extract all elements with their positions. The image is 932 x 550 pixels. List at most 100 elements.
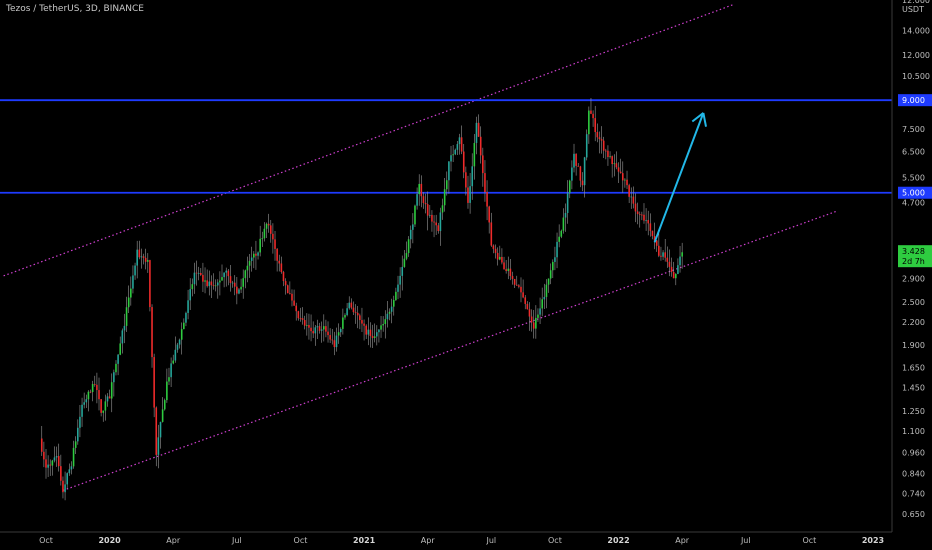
x-tick-label: Jul bbox=[485, 536, 496, 545]
candle-body bbox=[382, 324, 384, 326]
candle-body bbox=[666, 257, 669, 262]
candle-body bbox=[535, 317, 537, 329]
candle-body bbox=[541, 299, 543, 309]
chart-title: Tezos / TetherUS, 3D, BINANCE bbox=[6, 4, 144, 14]
candle-body bbox=[265, 223, 268, 229]
candle-body bbox=[64, 484, 66, 493]
candle-body bbox=[168, 377, 170, 382]
candle-body bbox=[342, 317, 344, 329]
candle-body bbox=[522, 292, 524, 298]
candle-body bbox=[261, 238, 264, 240]
candle-body bbox=[359, 315, 361, 321]
x-tick-label: Apr bbox=[675, 536, 690, 545]
y-tick-label: 1.650 bbox=[902, 363, 925, 372]
candle-body bbox=[166, 381, 168, 401]
candle-body bbox=[276, 248, 278, 261]
candle-body bbox=[125, 307, 128, 326]
y-tick-label: 1.900 bbox=[902, 341, 925, 350]
candle-body bbox=[153, 357, 155, 408]
candle-body bbox=[399, 275, 401, 285]
candle-body bbox=[356, 312, 359, 316]
candle-body bbox=[585, 134, 588, 158]
candle-body bbox=[414, 205, 416, 225]
candle-body bbox=[482, 155, 484, 174]
candle-body bbox=[488, 206, 490, 223]
channel-line-upper[interactable] bbox=[3, 4, 734, 277]
projection-arrow[interactable] bbox=[653, 112, 707, 243]
candle-body bbox=[441, 205, 444, 213]
candle-body bbox=[621, 173, 624, 181]
candle-body bbox=[113, 372, 115, 383]
candle-body bbox=[564, 212, 567, 218]
candle-body bbox=[579, 166, 582, 181]
candle-body bbox=[424, 202, 427, 205]
arrow-head[interactable] bbox=[691, 112, 704, 123]
candle-body bbox=[681, 252, 683, 257]
candle-body bbox=[81, 404, 83, 417]
candle-body bbox=[289, 293, 291, 295]
candle-body bbox=[318, 326, 321, 331]
candle-body bbox=[583, 157, 586, 186]
candle-body bbox=[142, 256, 145, 258]
candle-body bbox=[244, 270, 247, 279]
candle-body bbox=[412, 224, 414, 230]
arrow-shaft[interactable] bbox=[653, 112, 705, 243]
candle-body bbox=[91, 384, 94, 393]
candle-body bbox=[106, 396, 109, 402]
candle-body bbox=[174, 349, 177, 361]
candle-body bbox=[503, 262, 505, 270]
candle-body bbox=[467, 187, 469, 203]
candle-body bbox=[132, 275, 134, 289]
x-tick-label: 2023 bbox=[862, 536, 884, 545]
candle-body bbox=[161, 409, 164, 422]
candle-body bbox=[371, 336, 374, 339]
candle-body bbox=[392, 300, 395, 307]
candle-body bbox=[439, 212, 442, 232]
candle-body bbox=[219, 280, 221, 283]
candle-body bbox=[325, 326, 327, 332]
candle-body bbox=[630, 196, 633, 198]
candle-body bbox=[223, 272, 225, 278]
candle-body bbox=[679, 256, 681, 266]
x-tick-label: Oct bbox=[294, 536, 308, 545]
current-price-tag bbox=[898, 245, 932, 268]
candle-body bbox=[577, 165, 580, 167]
candle-body bbox=[163, 400, 166, 410]
candle-body bbox=[53, 457, 56, 461]
candle-body bbox=[331, 339, 334, 341]
channel-lines[interactable] bbox=[3, 4, 838, 492]
candle-body bbox=[552, 261, 554, 271]
candle-body bbox=[651, 230, 654, 237]
candle-body bbox=[643, 214, 645, 221]
y-tick-label: 10.500 bbox=[902, 72, 930, 81]
candle-body bbox=[674, 273, 677, 279]
candle-body bbox=[227, 270, 230, 277]
candle-body bbox=[316, 326, 319, 328]
candle-body bbox=[214, 285, 217, 287]
candle-body bbox=[104, 401, 107, 411]
x-tick-label: 2020 bbox=[98, 536, 121, 545]
candle-body bbox=[62, 480, 64, 493]
candle-body bbox=[422, 196, 425, 203]
channel-line-lower[interactable] bbox=[62, 210, 838, 492]
candle-body bbox=[47, 464, 49, 468]
y-tick-label: 6.500 bbox=[902, 147, 925, 156]
y-tick-label: 7.500 bbox=[902, 125, 925, 134]
candle-body bbox=[513, 279, 516, 285]
candle-body bbox=[524, 297, 527, 304]
arrow-head[interactable] bbox=[702, 112, 707, 127]
candle-body bbox=[157, 437, 160, 455]
candle-body bbox=[418, 183, 421, 195]
horizontal-levels[interactable] bbox=[0, 99, 892, 194]
candle-body bbox=[352, 307, 355, 313]
candle-body bbox=[469, 186, 471, 203]
candle-body bbox=[471, 166, 474, 187]
y-tick-label: 1.100 bbox=[902, 427, 925, 436]
candle-body bbox=[403, 258, 406, 267]
candle-body bbox=[236, 286, 238, 294]
candle-body bbox=[507, 268, 510, 271]
candle-body bbox=[407, 239, 410, 254]
candle-body bbox=[638, 214, 641, 215]
